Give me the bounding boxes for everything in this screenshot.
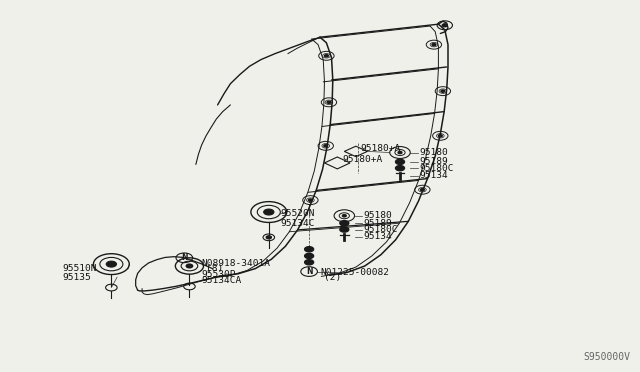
Text: (2): (2) <box>324 273 342 282</box>
Circle shape <box>442 24 447 27</box>
Circle shape <box>398 151 402 154</box>
Circle shape <box>186 264 193 268</box>
Text: 95510N: 95510N <box>63 264 97 273</box>
Circle shape <box>438 135 442 137</box>
Circle shape <box>396 159 404 164</box>
Text: 95180+A: 95180+A <box>342 155 383 164</box>
Text: 95180: 95180 <box>419 148 448 157</box>
Text: 95134C: 95134C <box>280 219 315 228</box>
Text: 95189: 95189 <box>419 157 448 166</box>
Text: 95520N: 95520N <box>280 209 315 218</box>
Circle shape <box>266 236 271 239</box>
Text: 95189: 95189 <box>364 219 392 228</box>
Circle shape <box>340 227 349 232</box>
Text: 95530P: 95530P <box>202 270 236 279</box>
Text: 95180: 95180 <box>364 211 392 220</box>
Circle shape <box>342 215 346 217</box>
Circle shape <box>432 44 436 46</box>
Circle shape <box>308 199 312 201</box>
Circle shape <box>305 260 314 265</box>
Text: 95134: 95134 <box>419 171 448 180</box>
Circle shape <box>340 221 349 226</box>
Circle shape <box>396 166 404 171</box>
Text: (8): (8) <box>206 264 223 273</box>
Circle shape <box>305 247 314 252</box>
Text: 95180+A: 95180+A <box>360 144 401 153</box>
Text: 95180C: 95180C <box>419 164 454 173</box>
Circle shape <box>264 209 274 215</box>
Text: N08918-3401A: N08918-3401A <box>202 259 271 268</box>
Text: 95135: 95135 <box>63 273 92 282</box>
Circle shape <box>324 55 328 57</box>
Text: 95134CA: 95134CA <box>202 276 242 285</box>
Text: S950000V: S950000V <box>584 352 630 362</box>
Text: N: N <box>181 253 188 262</box>
Circle shape <box>106 261 116 267</box>
Circle shape <box>324 145 328 147</box>
Circle shape <box>420 189 424 191</box>
Circle shape <box>305 253 314 259</box>
Text: 95180C: 95180C <box>364 225 398 234</box>
Text: 95134: 95134 <box>364 232 392 241</box>
Circle shape <box>441 90 445 92</box>
Text: N01225-00082: N01225-00082 <box>320 268 389 277</box>
Circle shape <box>327 101 331 103</box>
Text: N: N <box>306 267 312 276</box>
